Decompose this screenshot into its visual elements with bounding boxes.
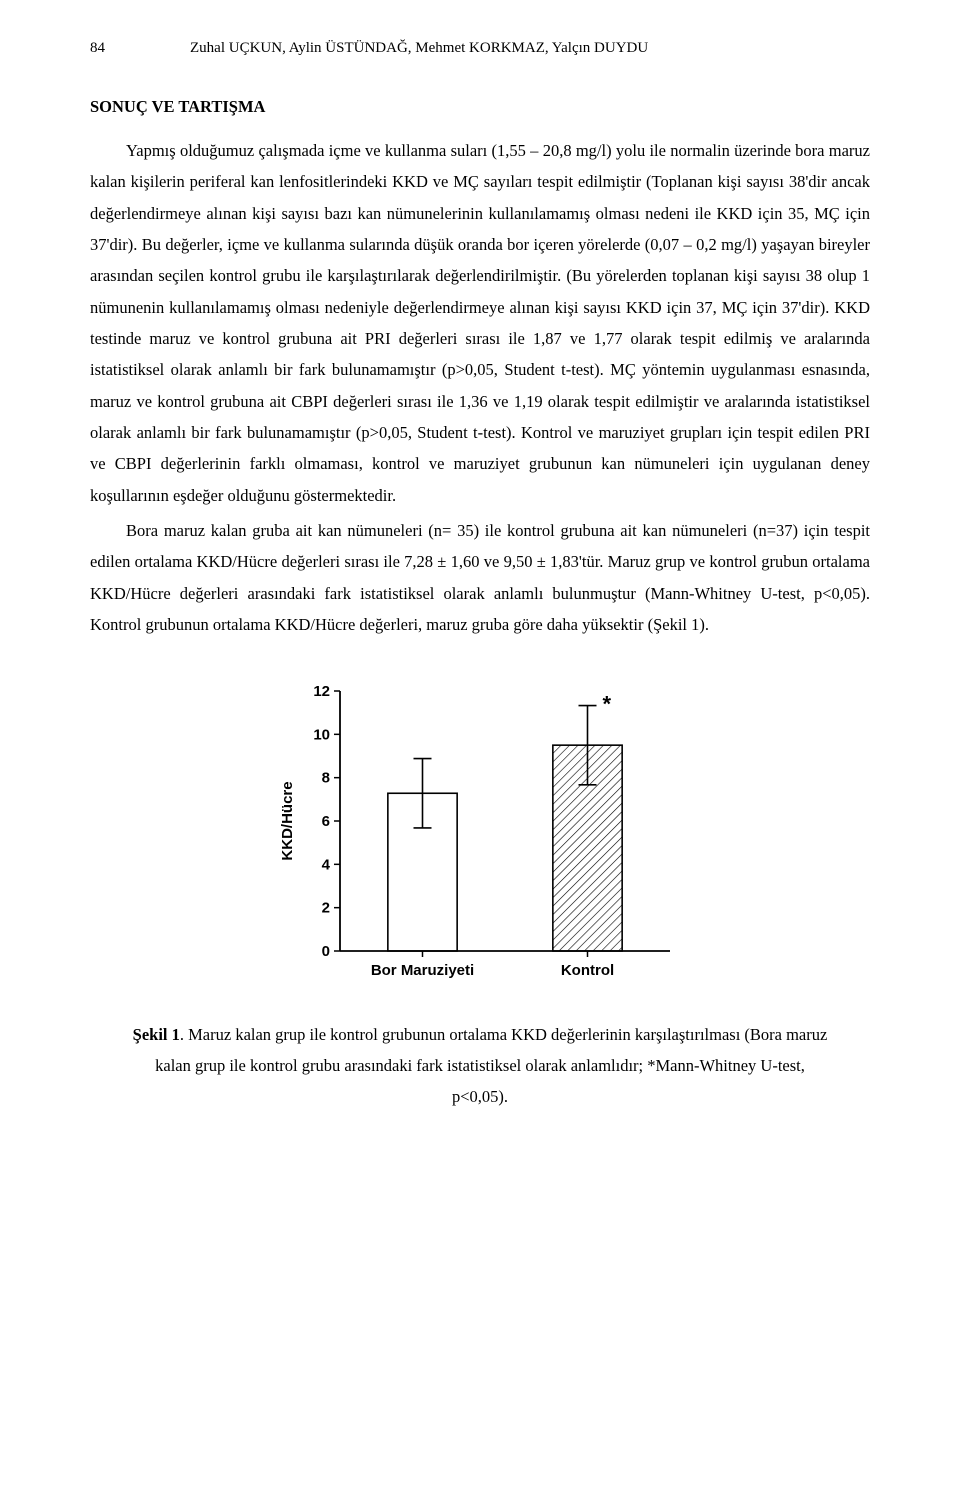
svg-text:Kontrol: Kontrol — [561, 962, 614, 979]
svg-text:0: 0 — [322, 943, 330, 960]
svg-text:*: * — [603, 691, 612, 716]
figure-1-caption: Şekil 1. Maruz kalan grup ile kontrol gr… — [130, 1019, 830, 1113]
svg-text:4: 4 — [322, 856, 331, 873]
svg-text:12: 12 — [313, 683, 330, 700]
author-names: Zuhal UÇKUN, Aylin ÜSTÜNDAĞ, Mehmet KORK… — [190, 40, 648, 57]
page-number: 84 — [90, 40, 120, 57]
svg-text:KKD/Hücre: KKD/Hücre — [279, 781, 296, 860]
section-title: SONUÇ VE TARTIŞMA — [90, 97, 870, 117]
caption-lead: Şekil 1 — [133, 1025, 180, 1044]
running-head: 84 Zuhal UÇKUN, Aylin ÜSTÜNDAĞ, Mehmet K… — [90, 40, 870, 57]
svg-text:Bor Maruziyeti: Bor Maruziyeti — [371, 962, 474, 979]
svg-text:10: 10 — [313, 726, 330, 743]
svg-text:6: 6 — [322, 813, 330, 830]
svg-text:2: 2 — [322, 899, 330, 916]
svg-text:8: 8 — [322, 769, 330, 786]
page: 84 Zuhal UÇKUN, Aylin ÜSTÜNDAĞ, Mehmet K… — [0, 0, 960, 1507]
figure-1: 0 2 4 6 8 10 12 Bor Maruziyeti * Kontrol KKD/Hücre — [90, 671, 870, 1001]
bar-chart: 0 2 4 6 8 10 12 Bor Maruziyeti * Kontrol KKD/Hücre — [270, 671, 690, 1001]
paragraph-2: Bora maruz kalan gruba ait kan nümuneler… — [90, 515, 870, 640]
caption-rest: . Maruz kalan grup ile kontrol grubunun … — [155, 1025, 827, 1107]
paragraph-1: Yapmış olduğumuz çalışmada içme ve kulla… — [90, 135, 870, 511]
